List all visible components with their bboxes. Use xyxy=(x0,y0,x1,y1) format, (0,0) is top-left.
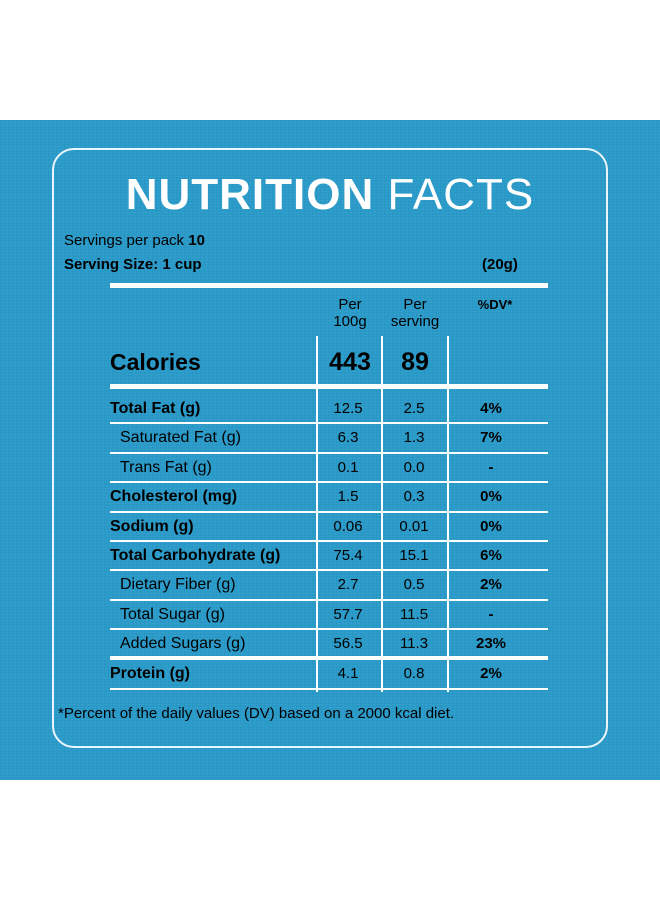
nutrition-panel: NUTRITION FACTS xyxy=(52,148,608,748)
row-divider xyxy=(110,569,548,572)
header-per-serving: Per serving xyxy=(383,296,447,330)
nutrient-per-100g: 57.7 xyxy=(333,605,363,623)
nutrient-dv: 0% xyxy=(480,488,502,506)
nutrient-row: Dietary Fiber (g) 2.7 0.5 2% xyxy=(54,570,548,599)
nutrient-row: Protein (g) 4.1 0.8 2% xyxy=(54,659,548,688)
row-divider xyxy=(110,655,548,660)
nutrient-per-100g: 6.3 xyxy=(337,429,359,447)
servings-line: Servings per pack 10 xyxy=(64,232,205,249)
nutrient-per-100g: 56.5 xyxy=(333,635,363,653)
nutrient-per-serving: 0.0 xyxy=(403,458,425,476)
header-per-100g: Per 100g xyxy=(318,296,382,330)
row-divider xyxy=(110,628,548,631)
nutrient-label: Added Sugars (g) xyxy=(120,635,246,653)
header-dv: %DV* xyxy=(477,297,513,312)
nutrient-label: Trans Fat (g) xyxy=(120,458,212,476)
nutrient-dv: 7% xyxy=(480,429,502,447)
nutrient-label: Protein (g) xyxy=(110,664,190,682)
nutrient-label: Sodium (g) xyxy=(110,517,194,535)
table-bottom-divider xyxy=(110,688,548,690)
nutrient-per-100g: 75.4 xyxy=(333,547,363,564)
row-divider xyxy=(110,540,548,542)
row-divider xyxy=(110,481,548,484)
serving-size-grams: (20g) xyxy=(482,256,518,273)
nutrient-per-serving: 0.01 xyxy=(399,517,429,535)
header-per-serving-line2: serving xyxy=(390,313,440,330)
nutrient-row: Total Fat (g) 12.5 2.5 4% xyxy=(54,394,548,423)
nutrient-per-serving: 1.3 xyxy=(403,429,425,447)
header-per-100g-line2: 100g xyxy=(333,313,367,330)
servings-value: 10 xyxy=(188,232,205,249)
nutrient-label: Total Sugar (g) xyxy=(120,605,225,623)
nutrient-per-100g: 12.5 xyxy=(333,400,363,417)
nutrient-label: Dietary Fiber (g) xyxy=(120,576,236,594)
nutrient-per-100g: 1.5 xyxy=(337,488,359,506)
nutrient-per-100g: 2.7 xyxy=(337,576,359,594)
panel-title: NUTRITION FACTS xyxy=(54,170,606,220)
servings-label: Servings per pack xyxy=(64,232,185,249)
header-per-100g-line1: Per xyxy=(338,296,362,313)
calories-divider xyxy=(110,384,548,389)
row-divider xyxy=(110,422,548,425)
column-divider-1 xyxy=(316,336,318,692)
nutrient-dv: - xyxy=(488,458,494,476)
nutrient-label: Total Carbohydrate (g) xyxy=(110,547,281,564)
nutrient-per-serving: 0.8 xyxy=(403,664,425,682)
nutrient-row: Saturated Fat (g) 6.3 1.3 7% xyxy=(54,423,548,452)
serving-size-label: Serving Size: 1 cup xyxy=(64,256,202,273)
nutrient-per-serving: 11.3 xyxy=(399,635,429,653)
nutrient-dv: 4% xyxy=(480,400,502,417)
nutrient-per-serving: 15.1 xyxy=(399,547,429,564)
row-divider xyxy=(110,451,548,454)
nutrient-per-serving: 0.5 xyxy=(403,576,425,594)
calories-per-serving: 89 xyxy=(401,348,429,376)
column-divider-2 xyxy=(381,336,383,692)
nutrient-dv: 2% xyxy=(480,664,502,682)
nutrient-row: Added Sugars (g) 56.5 11.3 23% xyxy=(54,629,548,658)
nutrient-row: Total Carbohydrate (g) 75.4 15.1 6% xyxy=(54,541,548,570)
nutrient-row: Sodium (g) 0.06 0.01 0% xyxy=(54,512,548,541)
column-divider-3 xyxy=(447,336,449,692)
title-light: FACTS xyxy=(387,170,535,219)
calories-per-100g: 443 xyxy=(329,348,371,376)
nutrient-dv: 6% xyxy=(480,547,502,564)
title-bold: NUTRITION xyxy=(125,170,375,219)
nutrient-per-serving: 11.5 xyxy=(399,605,429,623)
nutrient-per-serving: 0.3 xyxy=(403,488,425,506)
nutrient-row: Total Sugar (g) 57.7 11.5 - xyxy=(54,600,548,629)
nutrient-dv: 0% xyxy=(480,517,502,535)
nutrient-label: Cholesterol (mg) xyxy=(110,488,238,506)
nutrient-row: Cholesterol (mg) 1.5 0.3 0% xyxy=(54,482,548,511)
nutrient-label: Saturated Fat (g) xyxy=(120,429,241,447)
nutrient-per-100g: 0.1 xyxy=(337,458,359,476)
nutrient-label: Total Fat (g) xyxy=(110,400,201,417)
calories-label: Calories xyxy=(110,349,201,375)
nutrient-row: Trans Fat (g) 0.1 0.0 - xyxy=(54,453,548,482)
background-band xyxy=(0,120,660,780)
nutrient-per-100g: 0.06 xyxy=(333,517,363,535)
top-divider xyxy=(110,283,548,288)
nutrient-dv: 2% xyxy=(480,576,502,594)
nutrient-per-100g: 4.1 xyxy=(337,664,359,682)
row-divider xyxy=(110,510,548,513)
row-divider xyxy=(110,598,548,601)
nutrient-dv: - xyxy=(488,605,494,623)
footnote: *Percent of the daily values (DV) based … xyxy=(58,705,455,722)
nutrient-dv: 23% xyxy=(475,635,507,653)
header-per-serving-line1: Per xyxy=(403,296,427,313)
nutrient-per-serving: 2.5 xyxy=(403,400,425,417)
